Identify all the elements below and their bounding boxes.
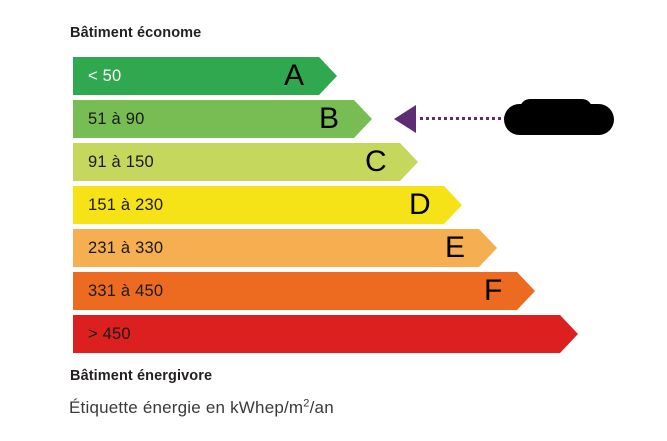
energy-unit-suffix: /an <box>309 398 334 417</box>
bar-class-letter: E <box>445 231 466 264</box>
bar-range-label: < 50 <box>88 67 122 85</box>
energy-class-bar-g[interactable]: > 450 <box>73 315 578 353</box>
redacted-value-blob-overstroke <box>520 99 592 119</box>
bar-range-label: 331 à 450 <box>88 282 164 300</box>
selected-class-pointer-icon <box>394 105 416 133</box>
bar-range-label: 151 à 230 <box>88 196 164 214</box>
bar-range-label: 51 à 90 <box>88 110 145 128</box>
caption-energy-consuming-building: Bâtiment énergivore <box>70 368 213 384</box>
energy-unit-superscript: 2 <box>303 397 310 410</box>
bar-range-label: > 450 <box>88 325 131 343</box>
bar-arrow-shape <box>73 272 535 310</box>
bar-class-letter: D <box>409 188 431 221</box>
bar-arrow-shape <box>73 100 372 138</box>
bar-arrow-shape <box>73 143 418 181</box>
caption-energy-unit: Étiquette énergie en kWhep/m2/an <box>69 398 334 418</box>
pointer-leader-line <box>420 117 506 120</box>
bar-class-letter: F <box>484 274 503 307</box>
energy-class-bar-f[interactable]: 331 à 450 F <box>73 272 535 310</box>
caption-economical-building: Bâtiment économe <box>70 25 202 41</box>
bar-arrow-shape <box>73 315 578 353</box>
energy-class-bar-a[interactable]: < 50 A <box>73 57 337 95</box>
bar-arrow-shape <box>73 57 337 95</box>
bar-arrow-shape <box>73 186 462 224</box>
energy-class-bar-e[interactable]: 231 à 330 E <box>73 229 497 267</box>
energy-class-bar-c[interactable]: 91 à 150 C <box>73 143 418 181</box>
bar-arrow-shape <box>73 229 497 267</box>
bar-class-letter: B <box>319 102 340 135</box>
energy-class-bar-d[interactable]: 151 à 230 D <box>73 186 462 224</box>
bar-class-letter: C <box>365 145 387 178</box>
bar-class-letter: A <box>284 59 305 92</box>
bar-range-label: 91 à 150 <box>88 153 154 171</box>
bar-range-label: 231 à 330 <box>88 239 164 257</box>
energy-unit-prefix: Étiquette énergie en kWhep/m <box>69 398 304 417</box>
energy-class-bar-b[interactable]: 51 à 90 B <box>73 100 372 138</box>
